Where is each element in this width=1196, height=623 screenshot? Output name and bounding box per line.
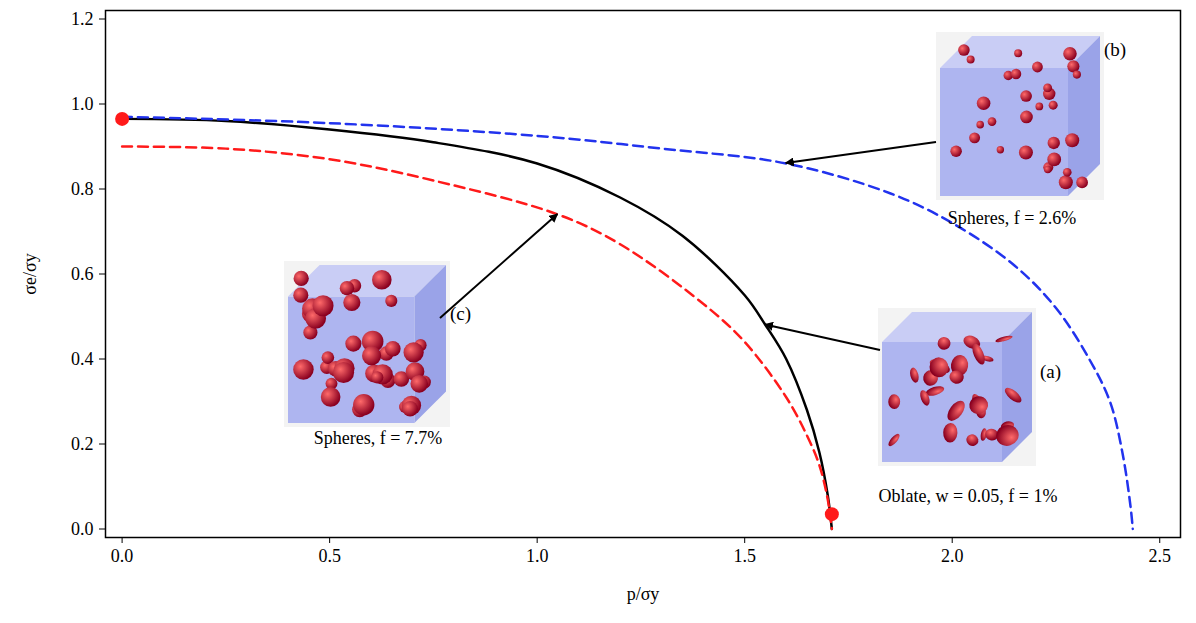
svg-text:Oblate, w = 0.05, f = 1%: Oblate, w = 0.05, f = 1% <box>879 486 1058 506</box>
svg-text:0.0: 0.0 <box>71 519 94 539</box>
svg-text:1.0: 1.0 <box>71 94 94 114</box>
svg-text:0.6: 0.6 <box>71 264 94 284</box>
svg-text:0.2: 0.2 <box>71 434 94 454</box>
svg-text:(c): (c) <box>450 303 471 325</box>
svg-text:Spheres, f = 7.7%: Spheres, f = 7.7% <box>314 428 443 448</box>
svg-text:σe/σy: σe/σy <box>20 253 40 294</box>
svg-text:0.4: 0.4 <box>71 349 94 369</box>
svg-text:2.5: 2.5 <box>1148 546 1171 566</box>
svg-text:0.5: 0.5 <box>318 546 341 566</box>
svg-text:1.2: 1.2 <box>71 9 94 29</box>
svg-text:(a): (a) <box>1040 361 1061 383</box>
svg-text:1.0: 1.0 <box>526 546 549 566</box>
svg-text:2.0: 2.0 <box>941 546 964 566</box>
svg-text:0.0: 0.0 <box>111 546 134 566</box>
svg-text:0.8: 0.8 <box>71 179 94 199</box>
svg-text:Spheres, f = 2.6%: Spheres, f = 2.6% <box>948 208 1077 228</box>
svg-text:p/σy: p/σy <box>627 584 660 604</box>
svg-text:(b): (b) <box>1104 39 1126 61</box>
svg-text:1.5: 1.5 <box>733 546 756 566</box>
